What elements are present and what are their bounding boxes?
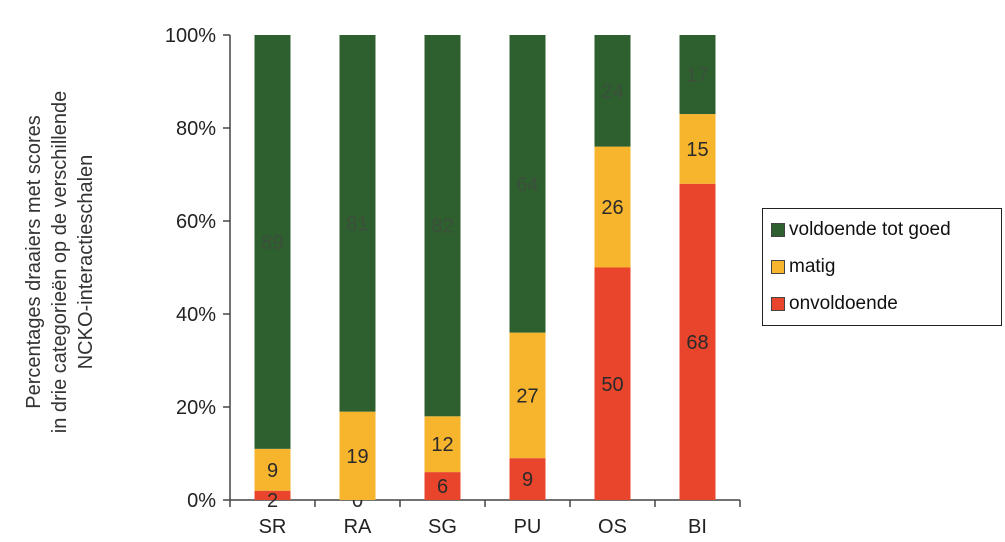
data-label: 9	[522, 469, 533, 491]
y-axis: 0% 20% 40% 60% 80% 100%	[165, 25, 231, 512]
y-axis-label-line-2: in drie categorieën op de verschillende	[49, 91, 71, 433]
data-label: 50	[601, 374, 623, 396]
legend: voldoende tot goed matig onvoldoende	[762, 208, 1002, 326]
data-label: 0	[352, 490, 363, 512]
bar-segment-bi-2	[679, 35, 716, 115]
data-label: 6	[437, 476, 448, 498]
legend-swatch	[771, 260, 785, 274]
bar-segment-sr-1	[254, 448, 291, 491]
legend-item: matig	[771, 256, 835, 278]
data-label: 15	[686, 139, 708, 161]
data-label: 12	[431, 434, 453, 456]
data-label: 17	[686, 65, 708, 87]
data-label: 19	[346, 446, 368, 468]
bar-segment-sr-2	[254, 35, 291, 449]
bar-segment-bi-1	[679, 114, 716, 184]
category-label-sr: SR	[259, 516, 287, 538]
bar-segment-ra-2	[339, 35, 376, 412]
data-label: 26	[601, 197, 623, 219]
data-label: 2	[267, 490, 278, 512]
bars: 2 9 89 0 19 81 6 12 82 9 27 64 50 26 24 68 15 17	[254, 35, 716, 512]
bar-segment-sg-1	[424, 416, 461, 473]
x-axis	[229, 499, 741, 507]
legend-item: voldoende tot goed	[771, 219, 951, 241]
bar-segment-sr-0	[254, 490, 291, 500]
bar-segment-ra-1	[339, 411, 376, 500]
y-tick-label: 100%	[165, 25, 216, 47]
data-label: 64	[516, 174, 538, 196]
bar-segment-pu-2	[509, 35, 546, 333]
bar-segment-pu-1	[509, 332, 546, 459]
data-label: 89	[261, 232, 283, 254]
y-axis-label-line-3: NCKO-interactieschalen	[75, 155, 97, 370]
y-axis-label: Percentages draaiers met scores in drie …	[23, 91, 97, 433]
y-tick-label: 80%	[176, 118, 216, 140]
category-label-bi: BI	[688, 516, 707, 538]
legend-item: onvoldoende	[771, 293, 898, 315]
y-tick-label: 40%	[176, 304, 216, 326]
category-label-pu: PU	[514, 516, 542, 538]
bar-segment-sg-2	[424, 35, 461, 417]
data-label: 81	[346, 213, 368, 235]
y-tick-label: 0%	[187, 490, 216, 512]
legend-label: matig	[789, 256, 836, 277]
legend-swatch	[771, 223, 785, 237]
y-tick-label: 20%	[176, 397, 216, 419]
data-label: 27	[516, 385, 538, 407]
bar-segment-bi-0	[679, 183, 716, 501]
data-label: 82	[431, 216, 453, 238]
bar-segment-pu-0	[509, 458, 546, 500]
y-axis-label-line-1: Percentages draaiers met scores	[23, 115, 45, 408]
bar-segment-os-2	[594, 35, 631, 147]
category-label-sg: SG	[428, 516, 457, 538]
bar-segment-os-1	[594, 146, 631, 268]
bar-segment-os-0	[594, 267, 631, 500]
category-label-os: OS	[598, 516, 627, 538]
category-labels: SR RA SG PU OS BI	[259, 516, 707, 538]
legend-label: onvoldoende	[789, 293, 898, 314]
category-label-ra: RA	[344, 516, 372, 538]
data-label: 68	[686, 332, 708, 354]
bar-segment-sg-0	[424, 472, 461, 500]
data-label: 9	[267, 460, 278, 482]
y-tick-label: 60%	[176, 211, 216, 233]
legend-swatch	[771, 297, 785, 311]
data-label: 24	[601, 81, 623, 103]
legend-label: voldoende tot goed	[789, 219, 951, 240]
